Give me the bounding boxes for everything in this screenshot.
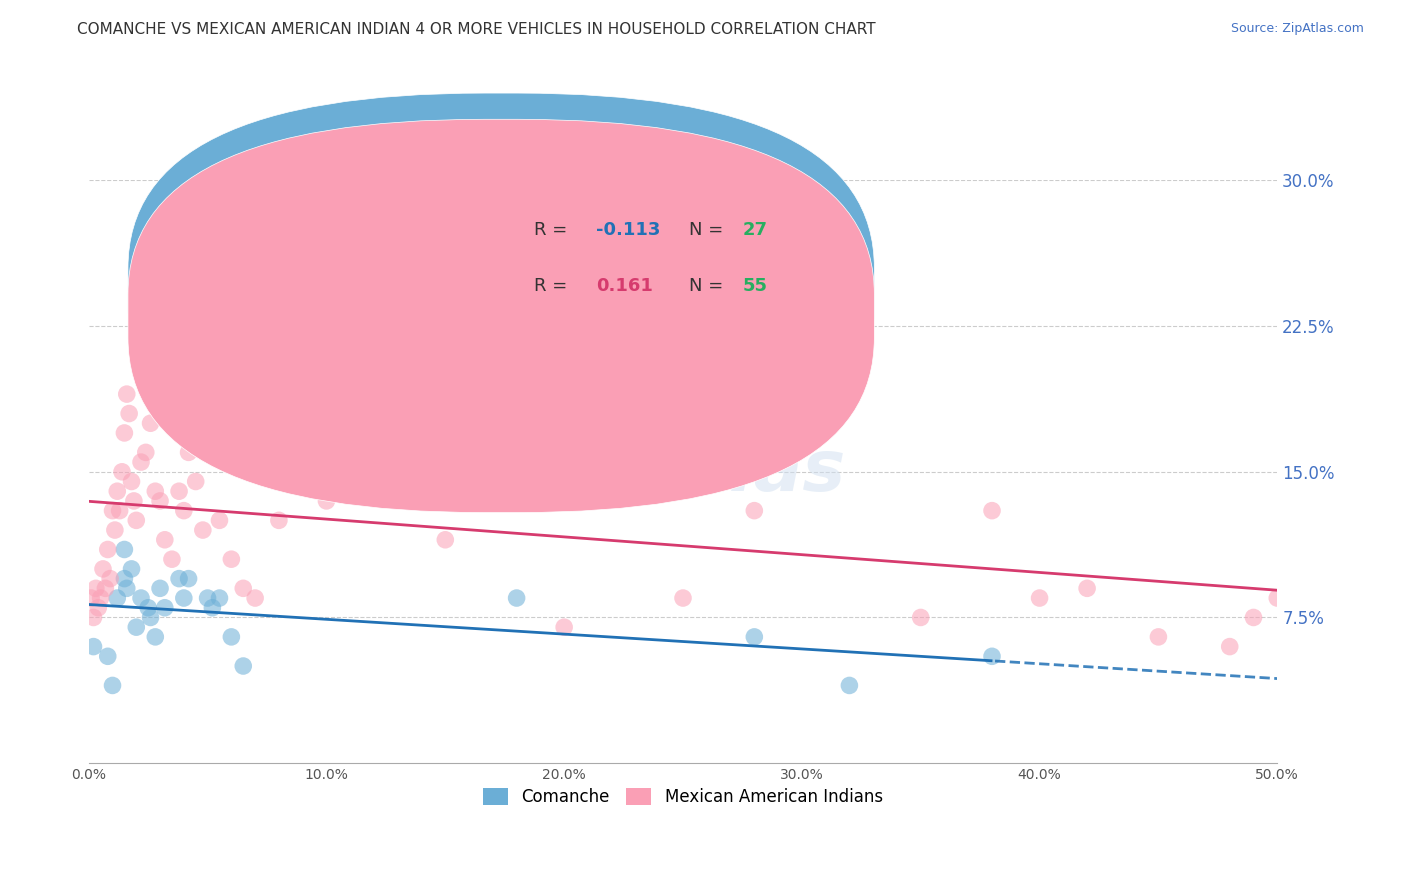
Point <box>191 523 214 537</box>
Point <box>208 591 231 605</box>
Point <box>112 425 135 440</box>
Point <box>121 562 143 576</box>
FancyBboxPatch shape <box>128 93 875 486</box>
Point <box>267 513 290 527</box>
Point <box>129 455 152 469</box>
Point <box>105 484 128 499</box>
Point <box>363 407 385 421</box>
Text: 55: 55 <box>742 277 768 294</box>
Point <box>1219 640 1241 654</box>
Point <box>115 582 138 596</box>
Point <box>232 582 254 596</box>
Text: Source: ZipAtlas.com: Source: ZipAtlas.com <box>1230 22 1364 36</box>
Point <box>1076 582 1098 596</box>
Point <box>742 630 765 644</box>
Point <box>101 678 124 692</box>
Text: N =: N = <box>689 221 728 239</box>
Point <box>672 591 695 605</box>
Point <box>553 620 575 634</box>
Point <box>167 484 190 499</box>
Point <box>505 416 527 430</box>
Point <box>97 649 120 664</box>
Point <box>143 484 166 499</box>
Point <box>112 572 135 586</box>
Point <box>122 494 145 508</box>
Point <box>167 572 190 586</box>
Text: COMANCHE VS MEXICAN AMERICAN INDIAN 4 OR MORE VEHICLES IN HOUSEHOLD CORRELATION : COMANCHE VS MEXICAN AMERICAN INDIAN 4 OR… <box>77 22 876 37</box>
Text: R =: R = <box>534 277 579 294</box>
Point <box>184 475 207 489</box>
Point <box>112 542 135 557</box>
Point <box>197 591 219 605</box>
FancyBboxPatch shape <box>128 120 875 513</box>
Point <box>221 552 243 566</box>
Point <box>90 591 112 605</box>
Point <box>208 513 231 527</box>
Point <box>1265 591 1288 605</box>
Point <box>434 533 457 547</box>
Text: 0.161: 0.161 <box>596 277 654 294</box>
Point <box>80 591 103 605</box>
Point <box>197 232 219 246</box>
Point <box>173 503 195 517</box>
Point <box>118 407 141 421</box>
Point <box>153 600 176 615</box>
Point <box>129 591 152 605</box>
Text: -0.113: -0.113 <box>596 221 661 239</box>
Point <box>981 503 1004 517</box>
Text: R =: R = <box>534 221 574 239</box>
Point <box>160 552 183 566</box>
Point <box>143 630 166 644</box>
Point <box>108 503 131 517</box>
Point <box>115 387 138 401</box>
Point <box>221 630 243 644</box>
Text: ZIPatlas: ZIPatlas <box>519 437 846 507</box>
Point <box>232 659 254 673</box>
Point <box>981 649 1004 664</box>
Point <box>94 582 117 596</box>
Point <box>1147 630 1170 644</box>
Point <box>838 387 860 401</box>
Point <box>742 503 765 517</box>
Point <box>177 572 200 586</box>
Point <box>177 445 200 459</box>
Point <box>97 542 120 557</box>
Point <box>139 416 162 430</box>
Point <box>82 610 104 624</box>
Point <box>136 600 159 615</box>
Point <box>173 591 195 605</box>
Point <box>149 494 172 508</box>
Point <box>87 600 110 615</box>
Point <box>82 640 104 654</box>
Text: 27: 27 <box>742 221 768 239</box>
Point <box>101 503 124 517</box>
Point <box>315 494 337 508</box>
Point <box>201 600 224 615</box>
Point <box>243 591 266 605</box>
Point <box>84 582 107 596</box>
Point <box>505 591 527 605</box>
Point <box>98 572 121 586</box>
Point <box>121 475 143 489</box>
Point <box>291 368 314 382</box>
Point <box>104 523 127 537</box>
FancyBboxPatch shape <box>457 192 790 350</box>
Text: N =: N = <box>689 277 728 294</box>
Point <box>838 678 860 692</box>
Point <box>125 513 148 527</box>
Point <box>139 610 162 624</box>
Point <box>149 582 172 596</box>
Point <box>135 445 157 459</box>
Point <box>1243 610 1265 624</box>
Point <box>111 465 134 479</box>
Point <box>910 610 932 624</box>
Point <box>91 562 114 576</box>
Point <box>105 591 128 605</box>
Point <box>153 533 176 547</box>
Point <box>1028 591 1050 605</box>
Point <box>125 620 148 634</box>
Legend: Comanche, Mexican American Indians: Comanche, Mexican American Indians <box>477 781 890 814</box>
